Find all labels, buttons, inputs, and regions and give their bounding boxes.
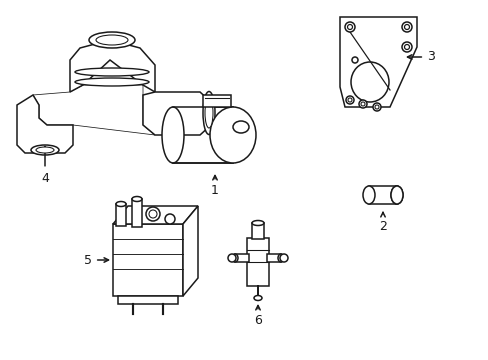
Circle shape — [149, 210, 157, 218]
FancyBboxPatch shape — [266, 254, 281, 262]
Polygon shape — [142, 92, 210, 135]
Polygon shape — [183, 206, 198, 296]
Circle shape — [358, 100, 366, 108]
FancyBboxPatch shape — [132, 199, 142, 227]
FancyBboxPatch shape — [246, 238, 268, 286]
Ellipse shape — [209, 107, 256, 163]
FancyBboxPatch shape — [368, 186, 396, 204]
Circle shape — [404, 45, 408, 49]
Ellipse shape — [204, 98, 213, 128]
Ellipse shape — [96, 35, 128, 45]
Ellipse shape — [278, 254, 284, 262]
Ellipse shape — [132, 197, 142, 202]
Ellipse shape — [116, 202, 126, 207]
Text: 6: 6 — [254, 306, 262, 328]
Ellipse shape — [350, 62, 388, 102]
Polygon shape — [17, 95, 73, 153]
Ellipse shape — [251, 220, 264, 225]
Circle shape — [227, 254, 236, 262]
Ellipse shape — [362, 186, 374, 204]
Text: 5: 5 — [84, 253, 108, 266]
Ellipse shape — [203, 91, 215, 135]
Circle shape — [401, 22, 411, 32]
FancyBboxPatch shape — [113, 224, 183, 296]
Ellipse shape — [162, 107, 183, 163]
Ellipse shape — [253, 296, 262, 301]
FancyBboxPatch shape — [235, 254, 248, 262]
Ellipse shape — [390, 186, 402, 204]
Circle shape — [345, 22, 354, 32]
Circle shape — [404, 24, 408, 30]
Circle shape — [372, 103, 380, 111]
Ellipse shape — [75, 78, 149, 86]
Circle shape — [360, 102, 364, 106]
Text: 2: 2 — [378, 212, 386, 233]
Text: 3: 3 — [407, 50, 434, 63]
Polygon shape — [173, 107, 232, 163]
Circle shape — [351, 57, 357, 63]
Circle shape — [164, 214, 175, 224]
Circle shape — [280, 254, 287, 262]
Ellipse shape — [390, 186, 402, 204]
Ellipse shape — [89, 32, 135, 48]
Polygon shape — [70, 40, 155, 92]
Circle shape — [347, 98, 351, 102]
Polygon shape — [118, 296, 178, 304]
Text: 1: 1 — [211, 175, 219, 198]
FancyBboxPatch shape — [203, 95, 230, 107]
Circle shape — [401, 42, 411, 52]
Ellipse shape — [231, 254, 238, 262]
Ellipse shape — [36, 147, 54, 153]
Circle shape — [146, 207, 160, 221]
FancyBboxPatch shape — [251, 223, 264, 239]
Polygon shape — [113, 206, 198, 224]
Ellipse shape — [75, 68, 149, 76]
Polygon shape — [339, 17, 416, 107]
Ellipse shape — [232, 121, 248, 133]
Circle shape — [347, 24, 352, 30]
Ellipse shape — [31, 145, 59, 155]
Text: 4: 4 — [41, 147, 49, 184]
Circle shape — [374, 105, 378, 109]
Polygon shape — [33, 85, 155, 135]
FancyBboxPatch shape — [116, 204, 126, 226]
Circle shape — [346, 96, 353, 104]
